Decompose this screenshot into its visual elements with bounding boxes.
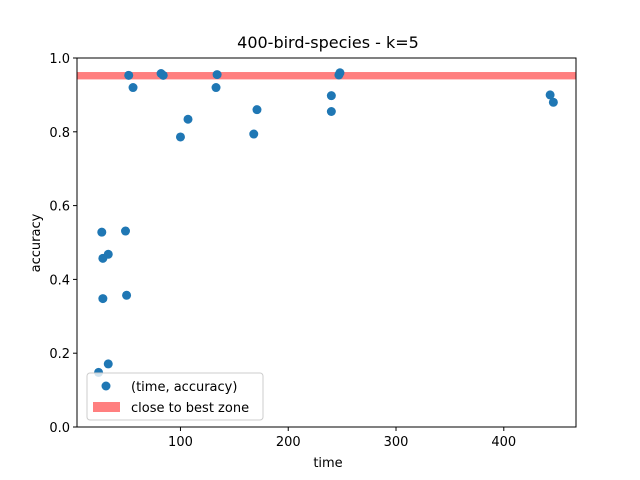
y-axis: 0.0 0.2 0.4 0.6 0.8 1.0 [49,52,77,436]
scatter-point [158,70,168,80]
scatter-point [124,70,134,80]
legend-box [86,372,264,421]
legend-marker-band [93,402,120,412]
scatter-point [252,105,262,115]
y-tick-label: 0.4 [49,273,70,288]
y-tick-label: 1.0 [49,52,70,67]
scatter-point [120,226,130,236]
x-axis: 100 200 300 400 [168,427,516,450]
band-layer [77,72,576,80]
y-tick-label: 0.2 [49,347,70,362]
scatter-point [326,107,336,117]
scatter-point [122,290,132,300]
scatter-point [335,68,345,78]
plot-frame [76,57,577,428]
scatter-point [326,91,336,101]
scatter-point [175,132,185,142]
scatter-point [212,70,222,80]
scatter-point [183,114,193,124]
scatter-point [128,83,138,93]
legend-marker-points [101,381,111,391]
legend: (time, accuracy) close to best zone [86,372,264,421]
y-tick-label: 0.8 [49,126,70,141]
legend-label-band: close to best zone [131,401,249,416]
x-tick-label: 200 [276,435,301,450]
x-tick-label: 300 [384,435,409,450]
scatter-point [98,294,108,304]
scatter-point [211,83,221,93]
chart-title: 400-bird-species - k=5 [237,33,419,52]
scatter-point [97,227,107,237]
x-tick-label: 100 [168,435,193,450]
x-tick-label: 400 [491,435,516,450]
legend-label-points: (time, accuracy) [131,380,237,395]
points-layer [94,68,558,377]
scatter-point [548,97,558,107]
y-tick-label: 0.6 [49,200,70,215]
y-axis-label: accuracy [29,213,44,272]
close-to-best-band [77,72,576,80]
scatter-point [545,90,555,100]
scatter-point [249,129,259,139]
x-axis-label: time [313,456,342,471]
scatter-point [103,359,113,369]
scatter-point [103,249,113,259]
y-tick-label: 0.0 [49,421,70,436]
